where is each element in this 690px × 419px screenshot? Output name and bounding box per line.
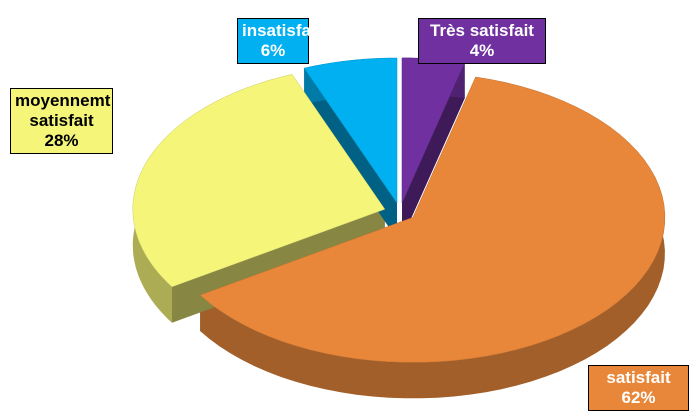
value-label: 6% — [260, 41, 286, 60]
category-label: Très satisfait — [430, 21, 534, 40]
category-label: insatisfait — [242, 21, 322, 40]
data-label: satisfait 62% — [588, 365, 689, 411]
category-label: moyennemt satisfait — [15, 91, 111, 130]
data-label: moyennemt satisfait 28% — [10, 88, 113, 154]
slice — [199, 76, 666, 363]
value-label: 4% — [469, 41, 495, 60]
data-label: Très satisfait 4% — [418, 18, 546, 64]
data-label: insatisfait 6% — [237, 18, 321, 64]
value-label: 62% — [621, 388, 656, 407]
value-label: 28% — [44, 131, 79, 150]
slice — [132, 74, 386, 288]
slice-edge — [402, 62, 465, 239]
category-label: satisfait — [606, 368, 671, 387]
slice — [303, 57, 398, 204]
